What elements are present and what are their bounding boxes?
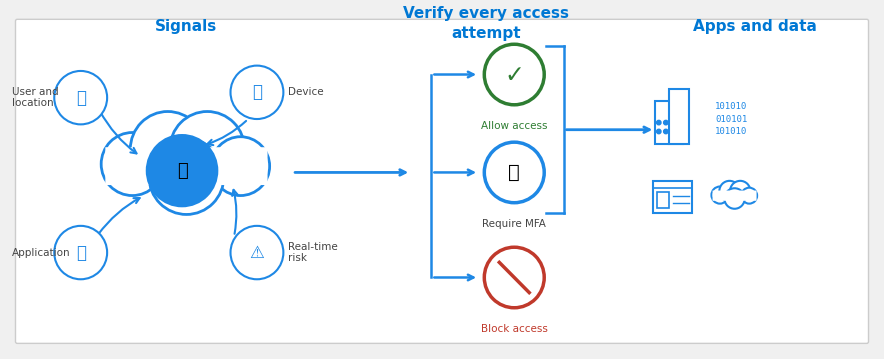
FancyBboxPatch shape [653,181,692,213]
FancyBboxPatch shape [713,191,757,201]
Text: Real-time
risk: Real-time risk [288,242,338,264]
Text: 👤: 👤 [76,89,86,107]
Circle shape [147,135,217,206]
Text: Device: Device [288,87,324,97]
Circle shape [231,226,284,279]
Circle shape [54,71,107,124]
Circle shape [712,187,728,204]
Text: Require MFA: Require MFA [483,219,546,229]
Text: Allow access: Allow access [481,121,547,131]
Circle shape [657,120,661,125]
Text: 📋: 📋 [76,243,86,262]
Text: Apps and data: Apps and data [693,19,817,34]
Circle shape [730,181,751,201]
Text: Verify every access
attempt: Verify every access attempt [403,6,569,41]
Circle shape [170,112,245,187]
Circle shape [742,188,757,204]
Circle shape [484,44,545,105]
Text: ✓: ✓ [505,62,524,87]
Circle shape [149,139,224,214]
Text: 🖥: 🖥 [252,83,262,101]
Text: 🔑: 🔑 [177,162,187,180]
Circle shape [724,188,744,209]
Text: 🔒: 🔒 [508,163,520,182]
Circle shape [657,129,661,134]
Text: Block access: Block access [481,324,548,334]
FancyBboxPatch shape [657,192,669,208]
FancyBboxPatch shape [712,196,758,205]
Circle shape [664,129,668,134]
FancyBboxPatch shape [669,89,689,144]
FancyBboxPatch shape [105,147,268,185]
Circle shape [54,226,107,279]
FancyBboxPatch shape [655,101,683,144]
Text: 101010
010101
101010: 101010 010101 101010 [715,102,748,136]
Circle shape [484,247,545,308]
Circle shape [211,137,270,196]
Circle shape [231,66,284,119]
Circle shape [664,120,668,125]
FancyBboxPatch shape [16,19,868,343]
Circle shape [484,142,545,203]
Circle shape [101,132,164,196]
Text: Signals: Signals [156,19,217,34]
Text: User and
location: User and location [12,87,58,108]
Circle shape [130,112,205,187]
Text: ⚠: ⚠ [249,243,264,262]
Circle shape [720,181,740,201]
Text: Application: Application [12,248,71,257]
FancyBboxPatch shape [101,166,271,200]
